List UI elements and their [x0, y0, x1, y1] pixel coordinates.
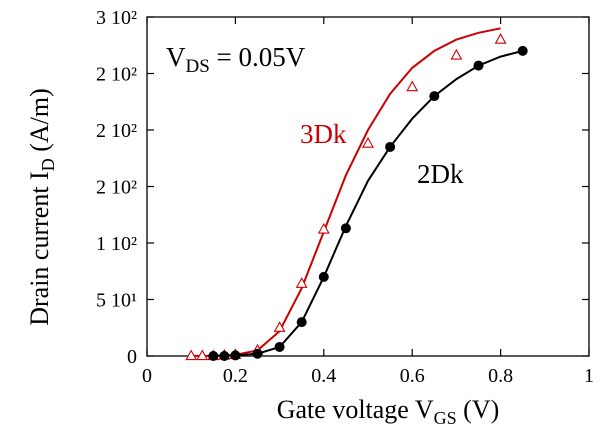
data-point — [473, 60, 484, 71]
data-point — [362, 137, 374, 148]
series-2dk — [208, 45, 528, 361]
x-axis-title: Gate voltage VGS (V) — [277, 395, 500, 428]
data-point — [196, 349, 209, 361]
data-point — [385, 141, 396, 152]
data-point — [340, 223, 351, 234]
data-point — [450, 48, 463, 60]
data-point — [429, 91, 440, 102]
series-label-2dk: 2Dk — [417, 159, 464, 189]
y-tick-label: 3 10² — [96, 7, 137, 29]
y-tick-label: 1 10² — [96, 233, 137, 255]
x-tick-label: 0.2 — [223, 365, 248, 387]
x-tick-label: 0.8 — [488, 365, 513, 387]
x-tick-label: 0 — [142, 365, 152, 387]
series-line — [191, 27, 501, 357]
y-tick-label: 2 10² — [96, 120, 137, 142]
x-tick-label: 0.4 — [311, 365, 336, 387]
data-point — [295, 277, 308, 288]
series-line — [213, 49, 523, 357]
y-axis-title: Drain current ID (A/m) — [25, 88, 58, 326]
data-point — [208, 351, 219, 361]
x-tick-label: 1 — [584, 365, 594, 387]
y-tick-label: 0 — [127, 346, 137, 368]
data-point — [517, 45, 528, 56]
y-tick-label: 5 10¹ — [96, 290, 137, 312]
data-point — [494, 33, 507, 44]
series-label-3dk: 3Dk — [300, 119, 347, 149]
data-point — [230, 350, 241, 361]
data-point — [273, 321, 286, 332]
data-point — [406, 80, 419, 92]
y-tick-label: 2 10² — [96, 64, 137, 86]
data-point — [317, 222, 330, 234]
data-point — [318, 271, 329, 282]
vds-annotation: VDS = 0.05V — [166, 42, 306, 77]
data-point — [274, 341, 285, 352]
data-point — [219, 351, 230, 361]
x-tick-label: 0.6 — [400, 365, 425, 387]
data-point — [185, 349, 198, 361]
y-tick-label: 2 10² — [96, 177, 137, 199]
data-point — [252, 348, 263, 359]
data-point — [296, 317, 307, 328]
